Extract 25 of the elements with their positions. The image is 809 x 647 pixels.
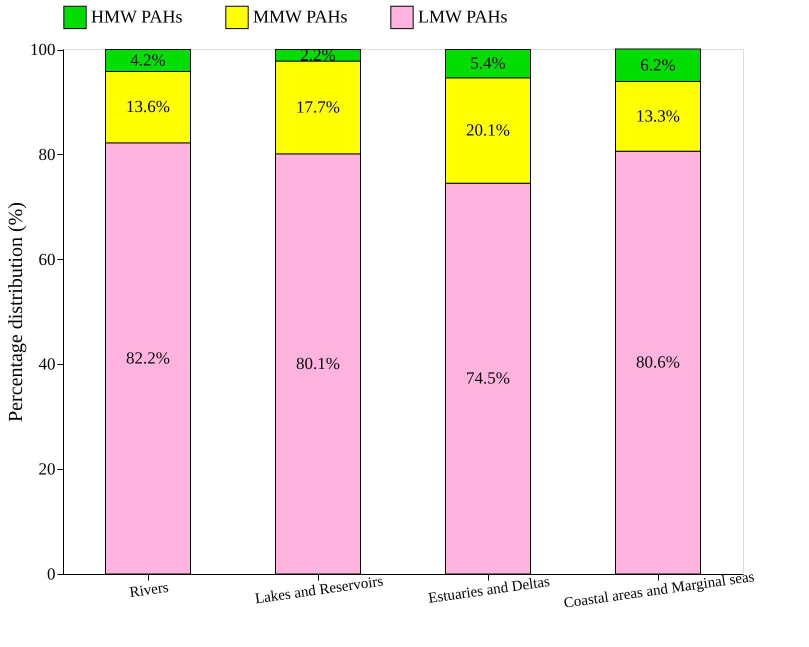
y-tick-label: 100 [30,40,56,60]
data-label: 4.2% [130,50,166,70]
data-label: 20.1% [466,120,510,140]
y-tick-label: 80 [38,144,56,164]
y-tick-label: 20 [38,460,56,479]
x-tick-label: Estuaries and Deltas [427,574,552,607]
x-tick-label: Rivers [128,580,170,602]
data-label: 13.3% [636,106,680,126]
legend-label: LMW PAHs [418,6,508,26]
data-label: 80.6% [636,352,680,372]
data-label: 80.1% [296,354,340,373]
data-label: 6.2% [640,55,676,74]
y-tick-label: 40 [38,354,56,374]
data-label: 13.6% [126,97,170,116]
data-label: 74.5% [466,368,510,388]
data-label: 17.7% [296,97,340,116]
y-tick-label: 0 [47,564,56,584]
x-tick-label: Lakes and Reservoirs [254,573,384,608]
legend-label: HMW PAHs [91,6,183,26]
x-tick-label: Coastal areas and Marginal seas [562,569,756,612]
y-axis-title: Percentage distribution (%) [5,202,27,422]
data-label: 5.4% [470,54,506,73]
legend-label: MMW PAHs [253,6,348,26]
y-tick-label: 60 [38,250,56,269]
data-label: 82.2% [126,348,170,368]
